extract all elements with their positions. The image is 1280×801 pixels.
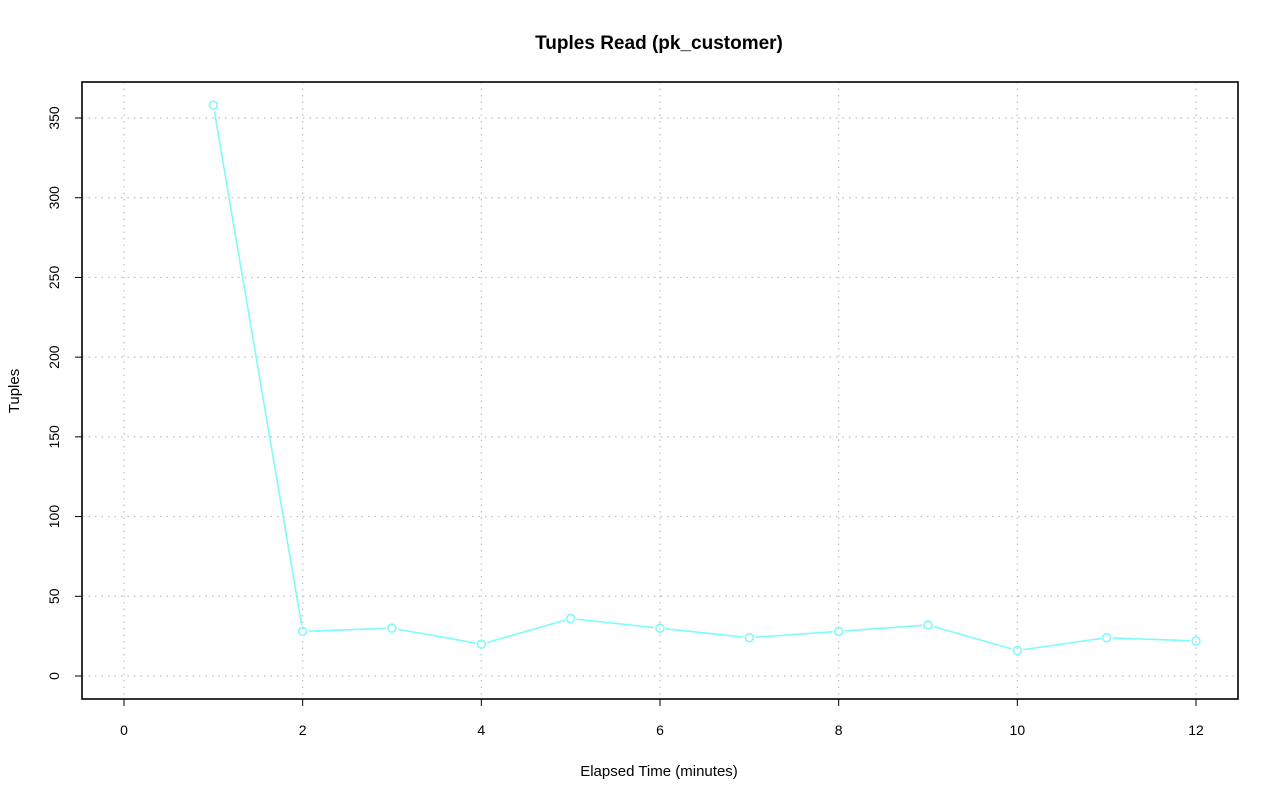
series-line-segment <box>755 630 833 639</box>
series-line-segment <box>933 625 1012 650</box>
series-line-segment <box>213 111 303 626</box>
x-tick-label: 0 <box>120 722 128 738</box>
x-tick-label: 2 <box>299 722 307 738</box>
series-line-segment <box>665 628 744 638</box>
x-tick-label: 6 <box>656 722 664 738</box>
plot-frame <box>81 81 1239 700</box>
y-axis-label: Tuples <box>6 369 23 413</box>
y-tick-label: 300 <box>46 186 62 210</box>
data-point <box>1191 636 1201 646</box>
y-tick-label: 50 <box>46 588 62 604</box>
series-line-segment <box>486 619 566 644</box>
data-point <box>923 620 933 630</box>
y-tick-label: 250 <box>46 266 62 290</box>
data-point <box>744 632 755 643</box>
data-point <box>565 613 576 624</box>
data-point <box>297 626 308 637</box>
data-point <box>387 623 397 633</box>
grid <box>82 82 1238 699</box>
data-point <box>833 626 844 637</box>
y-tick-label: 100 <box>46 505 62 529</box>
x-axis: 0 2 4 6 8 10 12 <box>120 698 1204 738</box>
y-tick-label: 200 <box>46 345 62 369</box>
series-line-segment <box>844 624 923 632</box>
series-line-segment <box>576 618 655 629</box>
x-tick-label: 8 <box>835 722 843 738</box>
x-tick-label: 4 <box>477 722 485 738</box>
series-line-segment <box>1112 637 1191 642</box>
data-point <box>1012 645 1023 656</box>
data-point <box>208 100 219 111</box>
y-tick-label: 350 <box>46 106 62 130</box>
series-line-segment <box>308 627 387 632</box>
chart-title: Tuples Read (pk_customer) <box>535 33 783 54</box>
series-layer <box>208 100 1201 656</box>
y-tick-label: 0 <box>46 672 62 680</box>
y-axis: 0 50 100 150 200 250 300 350 <box>46 106 83 680</box>
data-point <box>655 623 665 633</box>
data-point <box>1101 632 1112 643</box>
data-point <box>476 639 487 649</box>
series-line-segment <box>397 628 476 644</box>
x-tick-label: 10 <box>1010 722 1026 738</box>
x-tick-label: 12 <box>1188 722 1204 738</box>
y-tick-label: 150 <box>46 425 62 449</box>
x-axis-label: Elapsed Time (minutes) <box>580 763 738 780</box>
series-line-segment <box>1023 637 1101 651</box>
